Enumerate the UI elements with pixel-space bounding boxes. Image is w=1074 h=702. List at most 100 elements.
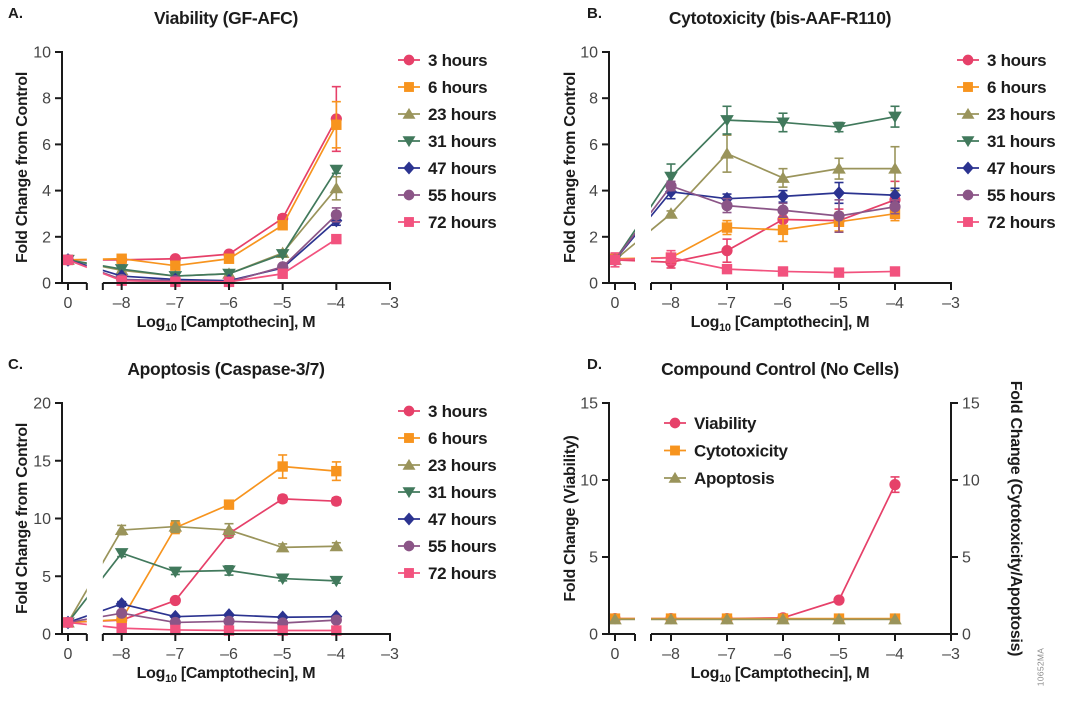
legend-label: 3 hours xyxy=(987,51,1046,70)
legend-label: 31 hours xyxy=(987,132,1055,151)
x-tick-label: –3 xyxy=(381,295,399,312)
legend-label: 3 hours xyxy=(428,51,487,70)
panel-label: C. xyxy=(8,356,23,373)
legend-item-apoptosis: Apoptosis xyxy=(664,469,775,488)
x-tick-label: –6 xyxy=(220,295,238,312)
y-tick-label: 2 xyxy=(42,229,51,246)
y-tick-label: 4 xyxy=(42,183,51,200)
axes: 0 5 10 15 20 0 –8 –7 –6 –5 –4 –3 xyxy=(33,396,399,664)
y-tick-label: 0 xyxy=(589,627,598,644)
legend-item-47-hours: 47 hours xyxy=(957,159,1056,178)
y-tick-label: 4 xyxy=(589,183,598,200)
legend: 3 hours 6 hours 23 hours 31 hours 47 hours 55… xyxy=(957,51,1056,232)
legend-label: 55 hours xyxy=(987,186,1055,205)
legend-label: 72 hours xyxy=(428,564,496,583)
x-tick-label: –7 xyxy=(718,295,736,312)
x-axis-label: Log10 [Camptothecin], M xyxy=(691,314,870,334)
y-tick-label: 0 xyxy=(589,276,598,293)
series-31-hours xyxy=(608,105,902,267)
y-right-axis-label: Fold Change (Cytotoxicity/Apoptosis) xyxy=(1007,381,1024,656)
x-tick-label: –5 xyxy=(274,646,292,663)
series-47-hours xyxy=(62,597,343,630)
y-right-tick-label: 5 xyxy=(962,550,971,567)
x-tick-label: –7 xyxy=(166,646,184,663)
legend-label: Cytotoxicity xyxy=(694,442,789,461)
x-axis-label: Log10 [Camptothecin], M xyxy=(137,314,316,334)
chart-title: Viability (GF-AFC) xyxy=(154,8,298,28)
legend-item-cytotoxicity: Cytotoxicity xyxy=(664,442,789,461)
series-72-hours xyxy=(62,233,342,288)
y-tick-label: 10 xyxy=(580,45,598,62)
legend-label: 55 hours xyxy=(428,186,496,205)
legend-item-23-hours: 23 hours xyxy=(398,456,497,475)
y-tick-label: 20 xyxy=(33,396,51,413)
x-tick-label: –4 xyxy=(886,646,904,663)
y-right-tick-label: 15 xyxy=(962,396,980,413)
y-tick-label: 2 xyxy=(589,229,598,246)
y-tick-label: 6 xyxy=(42,137,51,154)
x-tick-label: 0 xyxy=(64,295,73,312)
chart-title: Compound Control (No Cells) xyxy=(661,359,899,379)
x-tick-label: –8 xyxy=(113,295,131,312)
x-tick-label: –6 xyxy=(220,646,238,663)
x-tick-label: –5 xyxy=(830,295,848,312)
series-72-hours xyxy=(609,249,901,278)
y-tick-label: 10 xyxy=(33,511,51,528)
legend: 3 hours 6 hours 23 hours 31 hours 47 hours 55… xyxy=(398,402,497,583)
legend-label: 47 hours xyxy=(428,159,496,178)
legend-label: 6 hours xyxy=(987,78,1046,97)
y-tick-label: 0 xyxy=(42,276,51,293)
y-tick-label: 8 xyxy=(42,91,51,108)
legend-item-6-hours: 6 hours xyxy=(398,429,488,448)
legend-label: 47 hours xyxy=(428,510,496,529)
legend-label: 6 hours xyxy=(428,429,487,448)
y-axis-label: Fold Change from Control xyxy=(562,72,579,263)
legend-item-72-hours: 72 hours xyxy=(398,564,497,583)
legend-label: 47 hours xyxy=(987,159,1055,178)
x-tick-label: –4 xyxy=(327,295,345,312)
x-tick-label: –6 xyxy=(774,646,792,663)
legend-item-23-hours: 23 hours xyxy=(398,105,497,124)
y-tick-label: 0 xyxy=(42,627,51,644)
legend-label: 23 hours xyxy=(428,456,496,475)
series-72-hours xyxy=(62,617,342,636)
series-47-hours xyxy=(609,181,901,267)
series-23-hours xyxy=(608,134,902,265)
legend-label: 6 hours xyxy=(428,78,487,97)
y-right-tick-label: 0 xyxy=(962,627,971,644)
legend-label: 31 hours xyxy=(428,132,496,151)
legend-item-3-hours: 3 hours xyxy=(957,51,1047,70)
y-axis-label: Fold Change from Control xyxy=(14,72,31,263)
cytotoxicity-chart: 0 2 4 6 8 10 0 –8 –7 –6 –5 –4 –3 B. Cytotoxicity (bis-… xyxy=(562,5,1056,334)
x-tick-label: –5 xyxy=(830,646,848,663)
y-tick-label: 15 xyxy=(580,396,598,413)
x-tick-label: –5 xyxy=(274,295,292,312)
figure-id-text: 10652MA xyxy=(1035,647,1045,687)
y-axis-label: Fold Change from Control xyxy=(14,423,31,614)
x-tick-label: –3 xyxy=(381,646,399,663)
x-tick-label: –4 xyxy=(327,646,345,663)
legend-item-31-hours: 31 hours xyxy=(398,132,497,151)
legend-item-31-hours: 31 hours xyxy=(957,132,1056,151)
legend-label: 72 hours xyxy=(987,213,1055,232)
x-tick-label: –7 xyxy=(166,295,184,312)
legend-item-3-hours: 3 hours xyxy=(398,402,488,421)
x-tick-label: –4 xyxy=(886,295,904,312)
y-tick-label: 5 xyxy=(589,550,598,567)
legend-item-3-hours: 3 hours xyxy=(398,51,488,70)
series-apoptosis xyxy=(608,612,902,625)
legend-label: 72 hours xyxy=(428,213,496,232)
apoptosis-chart: 0 5 10 15 20 0 –8 –7 –6 –5 –4 –3 C. Apoptosis (Caspas… xyxy=(8,356,497,685)
figure-id-watermark: 10652MA xyxy=(1032,636,1048,698)
legend-item-31-hours: 31 hours xyxy=(398,483,497,502)
legend-item-viability: Viability xyxy=(664,414,757,433)
y-axis-label: Fold Change (Viability) xyxy=(562,435,579,601)
y-tick-label: 5 xyxy=(42,569,51,586)
panel-label: B. xyxy=(587,5,602,22)
legend-item-55-hours: 55 hours xyxy=(398,537,497,556)
legend-label: 23 hours xyxy=(987,105,1055,124)
x-tick-label: 0 xyxy=(611,295,620,312)
series-3-hours xyxy=(62,85,342,266)
x-tick-label: 0 xyxy=(611,646,620,663)
